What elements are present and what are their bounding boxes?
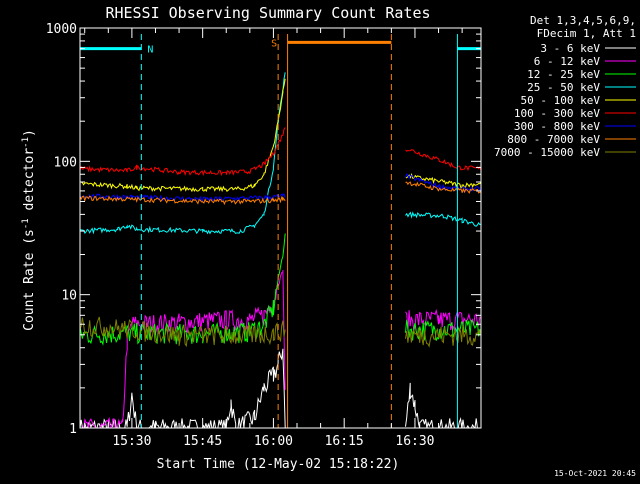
y-tick-label-1: 10 — [61, 289, 77, 304]
plot-group: N S 1 10 100 1000 15:30 15:45 16:00 16:15 16:30 — [46, 22, 482, 449]
y-axis-label: Count Rate (s-1 detector-1) — [21, 129, 37, 331]
legend-label-6: 300 - 800 keV — [514, 120, 600, 133]
series-line-6 — [80, 172, 481, 202]
legend-header-0: Det 1,3,4,5,6,9, — [530, 14, 636, 27]
y-tick-label-0: 1 — [69, 422, 77, 437]
chart-title: RHESSI Observing Summary Count Rates — [105, 4, 430, 22]
series-line-4 — [80, 78, 481, 193]
y-tick-label-2: 100 — [54, 155, 77, 170]
y-axis-label-prefix: Count Rate (s — [22, 229, 37, 331]
series-line-8 — [80, 316, 481, 348]
x-tick-label-0: 15:30 — [112, 434, 151, 449]
annotation-label-0: N — [147, 45, 153, 56]
legend-label-7: 800 - 7000 keV — [507, 133, 600, 146]
x-tick-label-3: 16:15 — [325, 434, 364, 449]
y-axis-label-sup1: -1 — [21, 218, 31, 229]
y-axis-label-suffix: ) — [22, 129, 37, 137]
legend-label-1: 6 - 12 keV — [534, 55, 601, 68]
x-tick-label-1: 15:45 — [183, 434, 222, 449]
legend-header-1: FDecim 1, Att 1 — [537, 27, 636, 40]
series-line-1 — [80, 269, 481, 428]
x-tick-label-4: 16:30 — [395, 434, 434, 449]
series-line-0 — [80, 348, 481, 428]
annotation-label-2: S — [271, 38, 277, 49]
series-line-3 — [80, 72, 481, 235]
timestamp: 15-Oct-2021 20:45 — [554, 469, 636, 478]
legend-label-0: 3 - 6 keV — [540, 42, 600, 55]
y-axis-label-mid: detector — [22, 148, 37, 219]
legend-label-3: 25 - 50 keV — [527, 81, 600, 94]
legend-label-8: 7000 - 15000 keV — [494, 146, 600, 159]
legend-label-4: 50 - 100 keV — [521, 94, 601, 107]
legend-label-5: 100 - 300 keV — [514, 107, 600, 120]
plot-frame — [79, 27, 482, 429]
legend: Det 1,3,4,5,6,9,FDecim 1, Att 1 3 - 6 keV… — [494, 14, 636, 159]
y-axis-label-sup2: -1 — [21, 137, 31, 148]
series-line-5 — [80, 127, 481, 176]
x-axis-label: Start Time (12-May-02 15:18:22) — [157, 457, 400, 472]
y-tick-label-3: 1000 — [46, 22, 77, 37]
series-line-7 — [80, 181, 481, 206]
legend-label-2: 12 - 25 keV — [527, 68, 600, 81]
x-tick-label-2: 16:00 — [254, 434, 293, 449]
